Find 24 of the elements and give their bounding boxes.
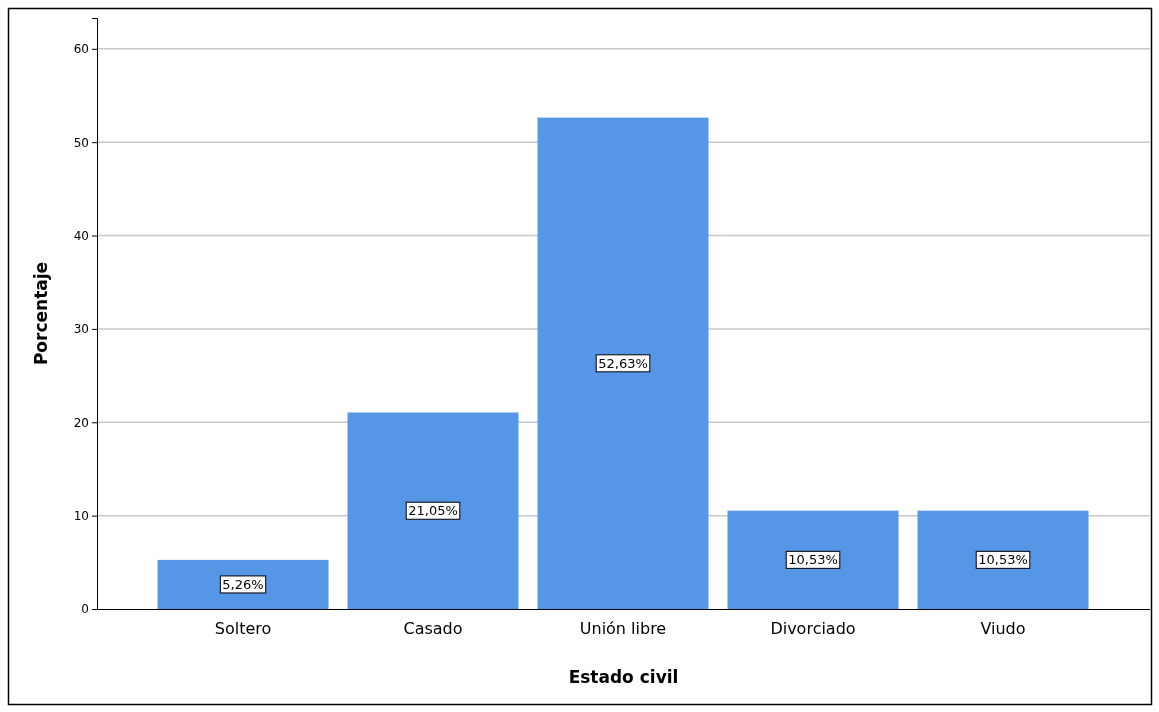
x-axis-title: Estado civil	[568, 667, 679, 687]
x-tick-label: Soltero	[214, 619, 272, 639]
bar	[157, 559, 329, 609]
bar	[917, 510, 1089, 609]
data-label: 10,53%	[978, 552, 1028, 568]
data-label: 10,53%	[788, 552, 838, 568]
y-axis-title: Porcentaje	[31, 261, 51, 366]
bar	[537, 117, 709, 609]
y-tick-label: 30	[73, 322, 89, 337]
data-label: 52,63%	[598, 355, 648, 371]
x-tick-label: Viudo	[980, 619, 1026, 639]
y-tick-label: 60	[73, 42, 89, 57]
x-tick-label: Unión libre	[579, 619, 667, 639]
y-tick-label: 10	[73, 508, 89, 523]
data-label: 21,05%	[408, 503, 458, 519]
y-tick-label: 50	[73, 135, 89, 150]
x-tick-label: Casado	[403, 619, 463, 639]
y-tick-label: 0	[81, 602, 89, 617]
y-tick-label: 20	[73, 415, 89, 430]
bar	[347, 412, 519, 609]
y-tick-label: 40	[73, 228, 89, 243]
bar	[727, 510, 899, 609]
data-label: 5,26%	[222, 576, 264, 592]
x-tick-label: Divorciado	[770, 619, 856, 639]
